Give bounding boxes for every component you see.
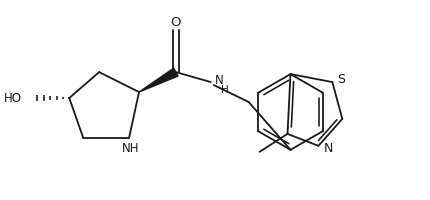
Text: HO: HO (3, 92, 22, 105)
Text: S: S (337, 73, 344, 86)
Text: N: N (214, 74, 223, 87)
Text: N: N (323, 142, 332, 155)
Text: O: O (170, 16, 181, 29)
Text: H: H (220, 85, 228, 95)
Polygon shape (139, 68, 178, 92)
Text: NH: NH (122, 142, 139, 155)
